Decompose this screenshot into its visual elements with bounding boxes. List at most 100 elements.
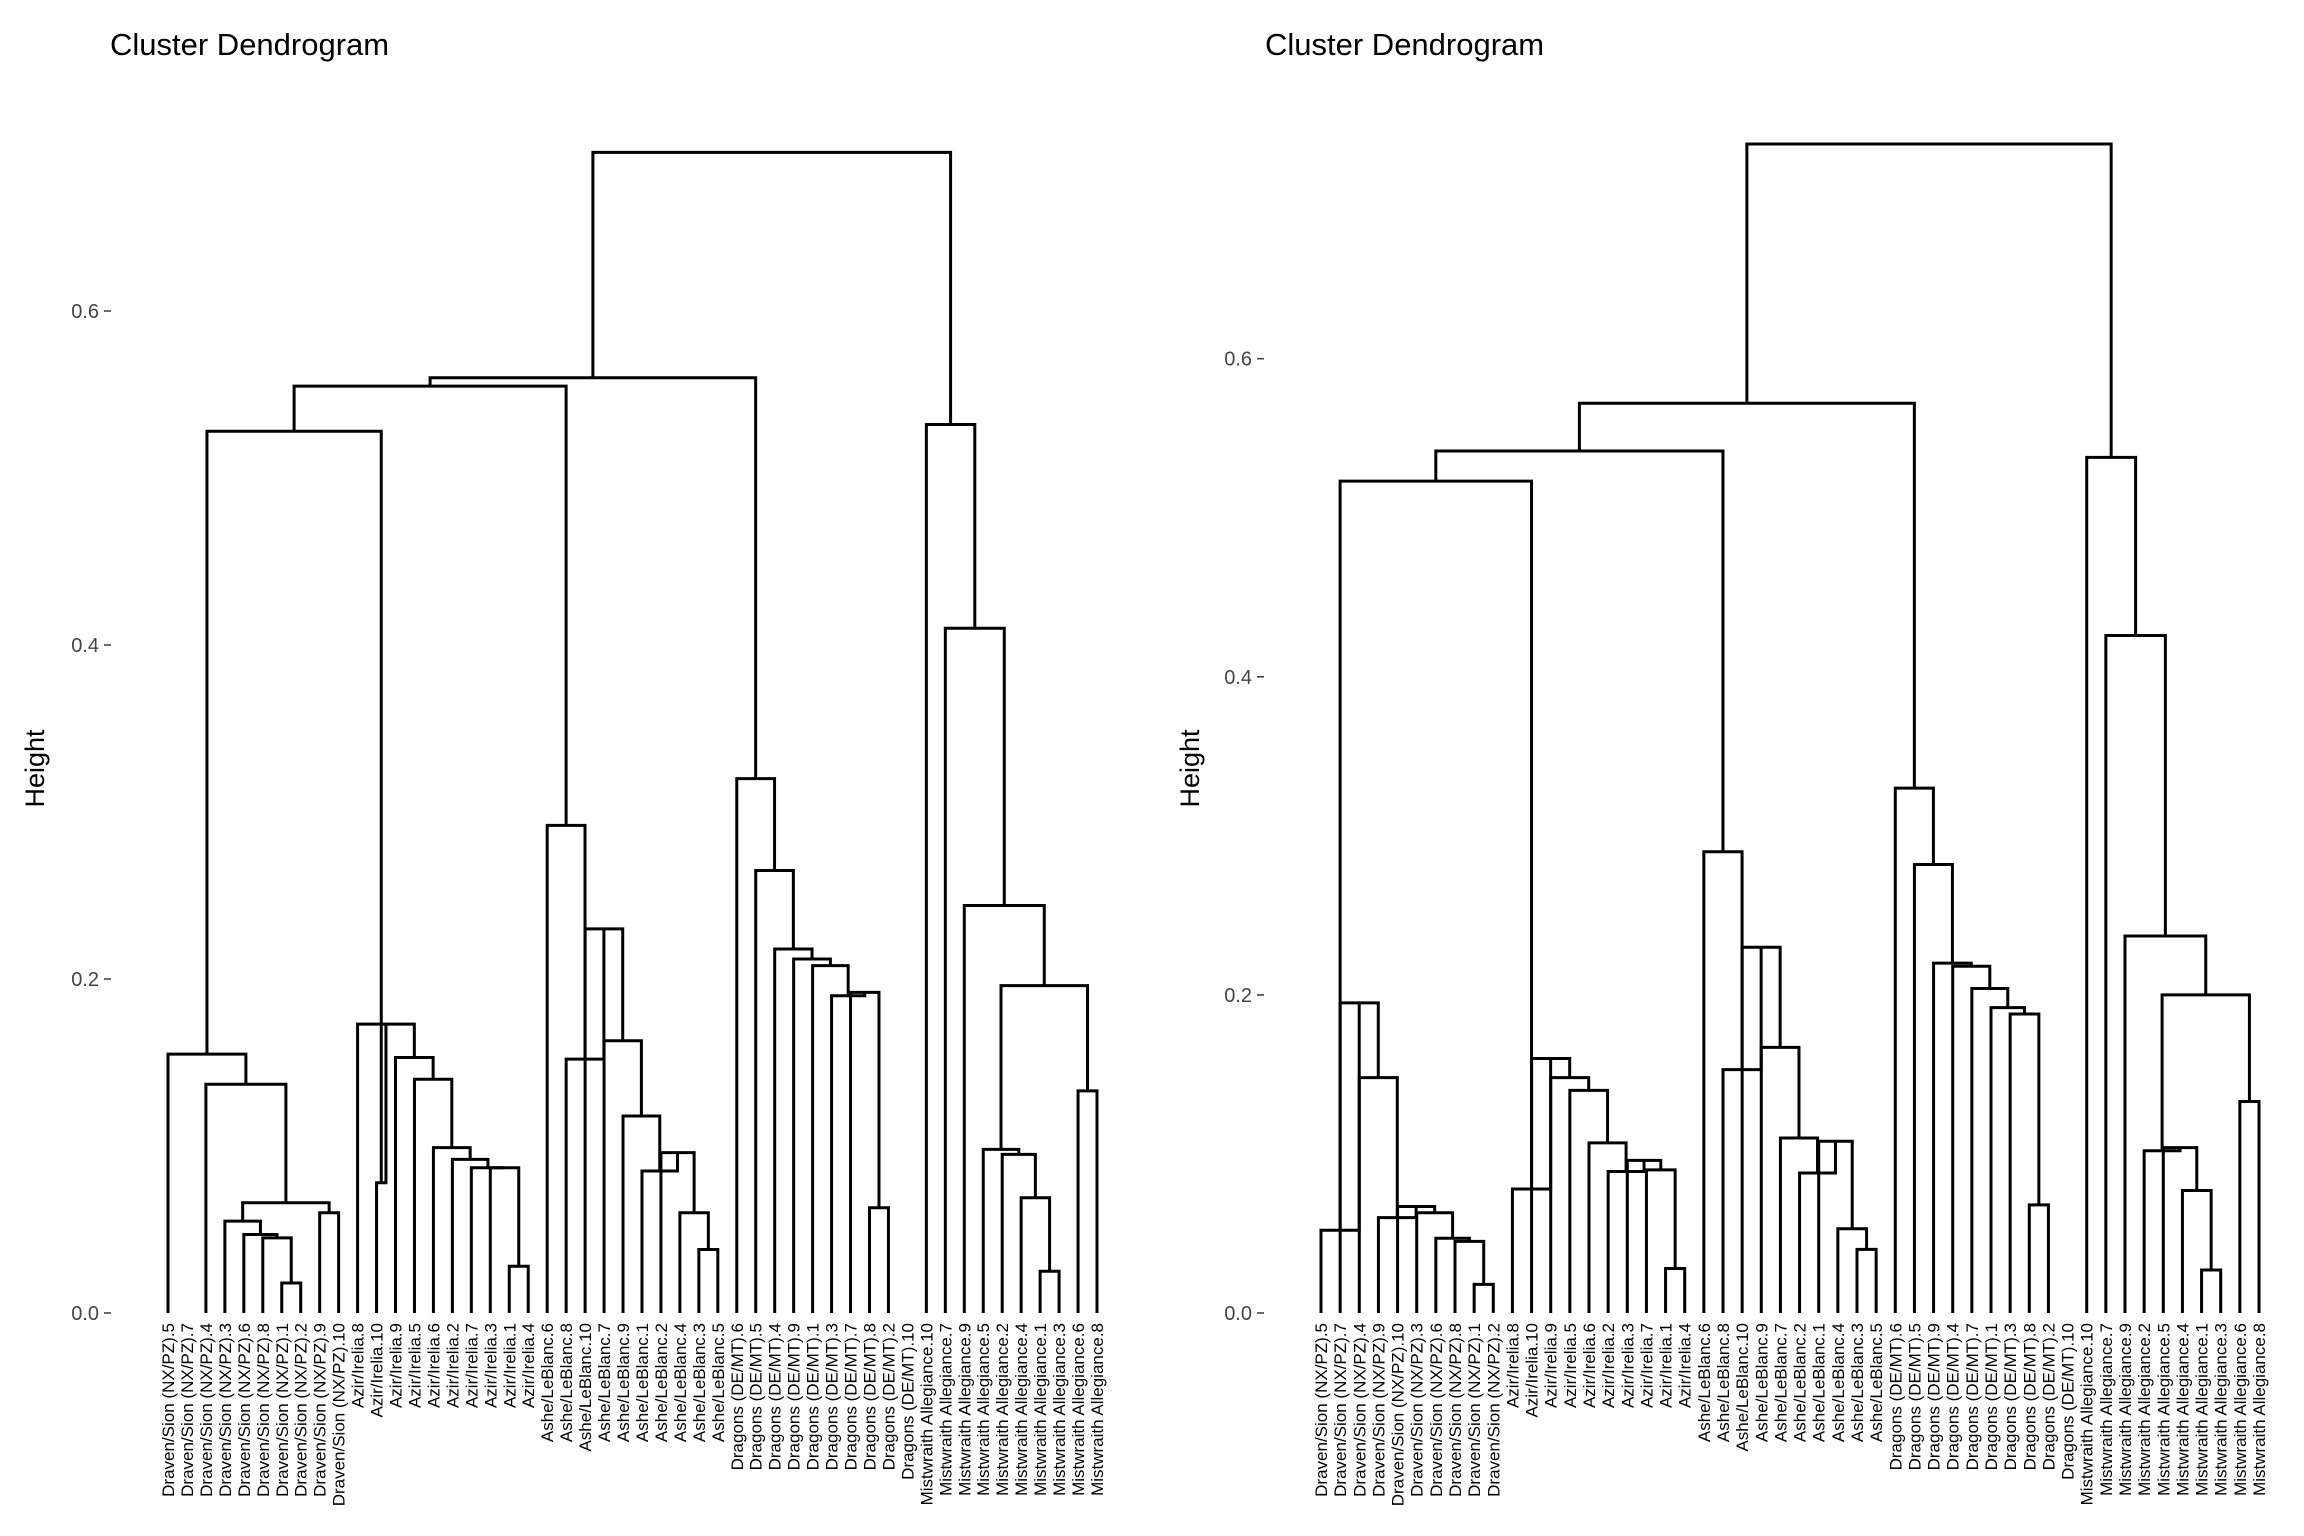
leaf-label: Draven/Sion (NX/PZ).1 — [1465, 1323, 1484, 1497]
leaf-label: Ashe/LeBlanc.3 — [1848, 1323, 1867, 1442]
leaf-label: Azir/Irelia.8 — [1503, 1323, 1522, 1408]
dendrogram-merge — [1587, 1141, 1628, 1313]
dendrogram-merge — [962, 904, 1046, 1313]
leaf-label: Mistwraith Allegiance.9 — [2116, 1323, 2135, 1496]
leaf-label: Ashe/LeBlanc.4 — [1829, 1323, 1848, 1442]
leaf-label: Dragons (DE/MT).10 — [2059, 1323, 2078, 1480]
dendrogram-merge — [469, 1166, 505, 1313]
dendrogram-merge — [1606, 1160, 1646, 1313]
leaf-label: Dragons (DE/MT).6 — [1886, 1323, 1905, 1470]
leaf-label: Ashe/LeBlanc.8 — [1714, 1323, 1733, 1442]
leaf-label: Mistwraith Allegiance.3 — [2212, 1323, 2231, 1496]
leaf-label: Mistwraith Allegiance.6 — [2231, 1323, 2250, 1496]
leaf-label: Mistwraith Allegiance.8 — [1088, 1323, 1107, 1496]
dendrogram-merge — [1836, 1227, 1869, 1313]
dendrogram-merge — [697, 1248, 720, 1313]
leaf-label: Draven/Sion (NX/PZ).2 — [292, 1323, 311, 1497]
leaf-label: Mistwraith Allegiance.10 — [2078, 1323, 2097, 1505]
leaf-label: Azir/Irelia.9 — [1542, 1323, 1561, 1408]
dendrogram-merge — [204, 1082, 288, 1313]
leaf-label: Ashe/LeBlanc.5 — [709, 1323, 728, 1442]
leaf-label: Dragons (DE/MT).7 — [1963, 1323, 1982, 1470]
leaf-label: Azir/Irelia.5 — [405, 1323, 424, 1408]
leaf-label: Draven/Sion (NX/PZ).3 — [1408, 1323, 1427, 1497]
dendrogram-panel-2: Cluster Dendrogram Height 0.0 0.2 0.4 0.6 Drav… — [1175, 27, 2269, 1506]
leaf-label: Azir/Irelia.8 — [349, 1323, 368, 1408]
leaf-label: Dragons (DE/MT).3 — [823, 1323, 842, 1470]
leaf-label: Ashe/LeBlanc.1 — [633, 1323, 652, 1442]
dendrogram-merge — [1549, 1076, 1591, 1313]
dendrogram-merge — [1702, 850, 1744, 1313]
leaf-label: Azir/Irelia.4 — [1676, 1323, 1695, 1408]
dendrogram-merge — [2238, 1099, 2261, 1313]
leaf-label: Draven/Sion (NX/PZ).7 — [1331, 1323, 1350, 1497]
dendrogram-merge — [1778, 1136, 1820, 1313]
leaf-label: Mistwraith Allegiance.4 — [1012, 1323, 1031, 1496]
leaf-label: Mistwraith Allegiance.3 — [1050, 1323, 1069, 1496]
leaf-label: Dragons (DE/MT).5 — [1905, 1323, 1924, 1470]
leaf-label: Mistwraith Allegiance.6 — [1069, 1323, 1088, 1496]
leaf-label: Draven/Sion (NX/PZ).6 — [235, 1323, 254, 1497]
dendrogram-merge — [1798, 1141, 1837, 1313]
leaf-label: Azir/Irelia.2 — [1599, 1323, 1618, 1408]
dendrogram-merge — [2160, 993, 2251, 1151]
dendrogram-merge — [318, 1211, 341, 1313]
dendrogram-merge — [1989, 1006, 2026, 1313]
dendrogram-merge — [242, 1233, 279, 1313]
leaf-label: Ashe/LeBlanc.4 — [671, 1323, 690, 1442]
leaf-label: Dragons (DE/MT).5 — [747, 1323, 766, 1470]
dendrogram-merge — [1000, 1152, 1037, 1313]
dendrogram-merge — [1338, 479, 1534, 1231]
leaf-label: Azir/Irelia.3 — [1618, 1323, 1637, 1408]
leaf-label: Azir/Irelia.1 — [1657, 1323, 1676, 1408]
leaf-label: Mistwraith Allegiance.8 — [2250, 1323, 2269, 1496]
leaf-label: Draven/Sion (NX/PZ).7 — [178, 1323, 197, 1497]
dendrogram-merge — [1038, 1269, 1061, 1313]
dendrogram-merge — [1434, 449, 1725, 852]
leaf-label: Dragons (DE/MT).8 — [860, 1323, 879, 1470]
leaf-label: Azir/Irelia.7 — [462, 1323, 481, 1408]
leaf-label: Dragons (DE/MT).8 — [2020, 1323, 2039, 1470]
leaf-label: Dragons (DE/MT).1 — [1982, 1323, 2001, 1470]
dendrogram-merge — [2123, 934, 2208, 1313]
leaf-label: Ashe/LeBlanc.3 — [690, 1323, 709, 1442]
leaf-label: Draven/Sion (NX/PZ).8 — [1446, 1323, 1465, 1497]
leaf-label: Dragons (DE/MT).2 — [2039, 1323, 2058, 1470]
leaf-label: Azir/Irelia.10 — [1523, 1323, 1542, 1417]
y-tick-label: 0.4 — [1224, 667, 1252, 689]
leaf-label: Azir/Irelia.7 — [1637, 1323, 1656, 1408]
leaf-label: Draven/Sion (NX/PZ).3 — [216, 1323, 235, 1497]
leaf-label: Azir/Irelia.10 — [368, 1323, 387, 1417]
chart-title: Cluster Dendrogram — [1265, 27, 1544, 62]
leaf-label: Mistwraith Allegiance.2 — [2135, 1323, 2154, 1496]
leaf-label: Ashe/LeBlanc.10 — [1733, 1323, 1752, 1452]
leaf-label: Azir/Irelia.2 — [443, 1323, 462, 1408]
leaf-label: Azir/Irelia.6 — [1580, 1323, 1599, 1408]
leaf-label: Mistwraith Allegiance.7 — [2097, 1323, 2116, 1496]
leaf-label: Draven/Sion (NX/PZ).9 — [1369, 1323, 1388, 1497]
leaf-label: Mistwraith Allegiance.10 — [917, 1323, 936, 1505]
y-tick-label: 0.6 — [71, 301, 99, 323]
dendrogram-merge — [1745, 142, 2113, 458]
dendrogram-merge — [1577, 401, 1916, 789]
leaf-label: Azir/Irelia.5 — [1561, 1323, 1580, 1408]
leaf-label: Draven/Sion (NX/PZ).8 — [254, 1323, 273, 1497]
dendrogram-merge — [1912, 862, 1954, 1313]
leaf-label: Azir/Irelia.9 — [387, 1323, 406, 1408]
dendrogram-merge — [2008, 1012, 2041, 1313]
leaf-label: Dragons (DE/MT).6 — [728, 1323, 747, 1470]
dendrogram-merge — [1644, 1168, 1677, 1313]
dendrogram-merge — [1970, 987, 2010, 1313]
leaf-label: Dragons (DE/MT).9 — [785, 1323, 804, 1470]
leaf-label: Ashe/LeBlanc.9 — [1752, 1323, 1771, 1442]
dendrogram-merge — [867, 1206, 890, 1313]
leaf-label: Ashe/LeBlanc.2 — [652, 1323, 671, 1442]
dendrogram-merge — [280, 1281, 303, 1313]
dendrogram-merge — [2200, 1268, 2223, 1313]
leaf-label: Azir/Irelia.4 — [519, 1323, 538, 1408]
leaf-label: Dragons (DE/MT).4 — [1944, 1323, 1963, 1470]
leaf-label: Mistwraith Allegiance.2 — [993, 1323, 1012, 1496]
leaf-label: Mistwraith Allegiance.5 — [2154, 1323, 2173, 1496]
leaf-label: Dragons (DE/MT).7 — [842, 1323, 861, 1470]
